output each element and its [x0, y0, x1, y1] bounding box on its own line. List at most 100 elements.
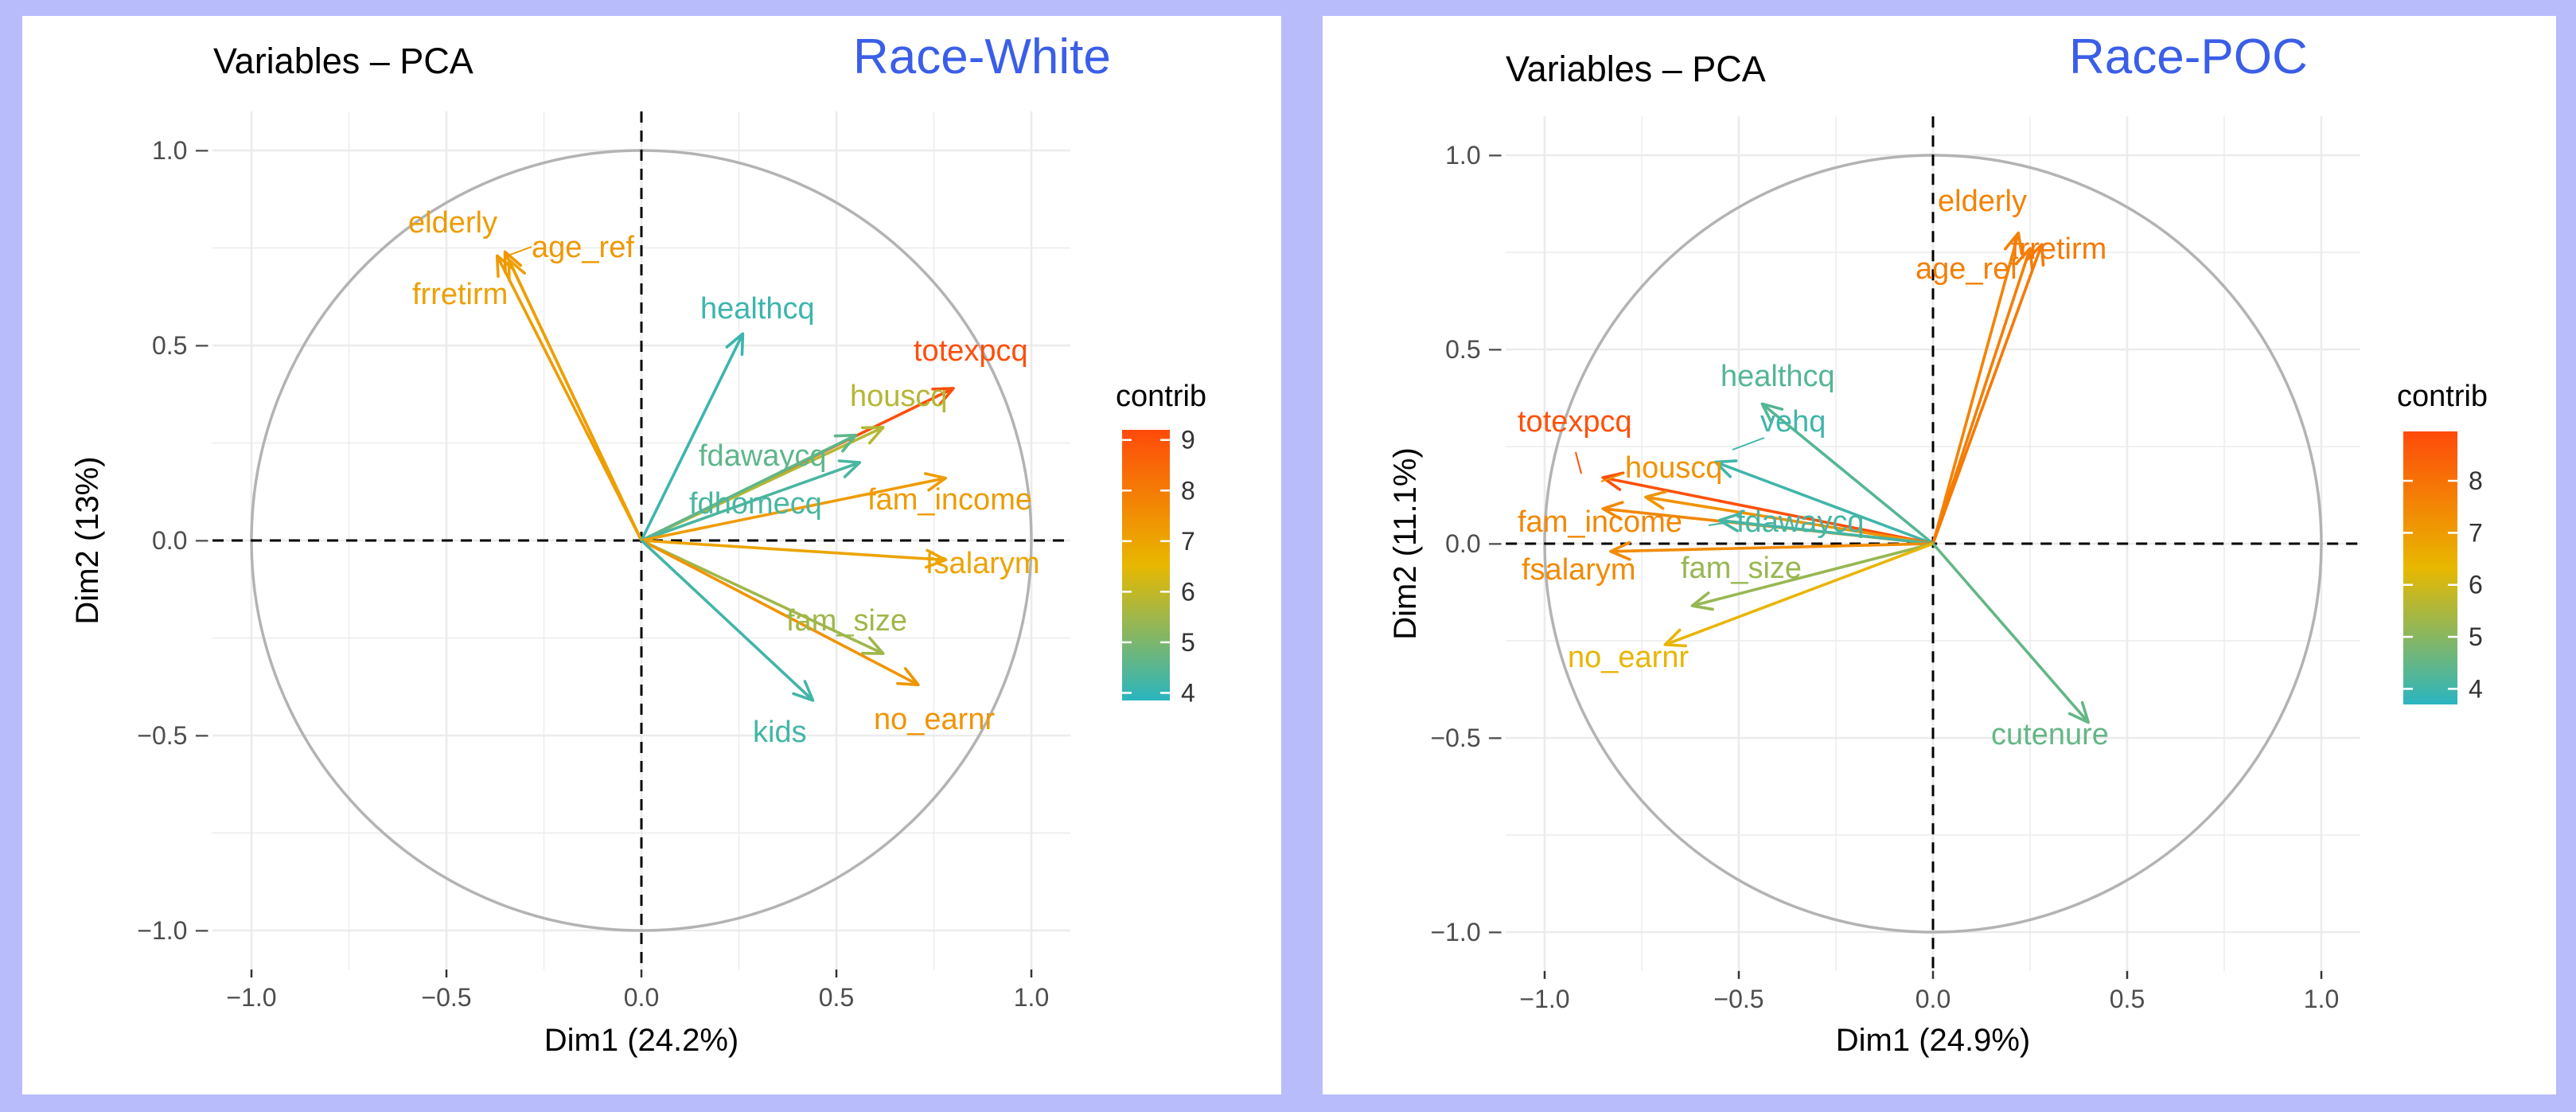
arrow-head-fam_income: [1601, 501, 1624, 521]
x-tick-label: −1.0: [226, 983, 276, 1012]
chart-title: Variables – PCA: [1506, 49, 1766, 89]
vector-label-fsalarym: fsalarym: [926, 547, 1040, 580]
y-tick-label: −1.0 −: [1430, 918, 1502, 946]
vector-label-healthcq: healthcq: [1721, 360, 1835, 393]
vector-label-age_ref: age_ref: [532, 231, 634, 264]
vector-arrows: [1601, 231, 2091, 724]
legend-colorbar: [2403, 431, 2457, 704]
y-tick-label: 0.5 −: [152, 331, 209, 360]
x-tick-label: 0.0: [1915, 985, 1951, 1013]
pca-panel-poc: −1.0 −0.5 0.0 0.5 1.0 1.0 − 0.5 − 0.0 − −0.5 − −1…: [1323, 16, 2556, 1094]
arrow-head-cutenure: [2067, 700, 2091, 724]
vector-arrow-no_earnr: [1664, 542, 1934, 646]
vector-arrow-healthcq: [1761, 402, 1935, 545]
vector-arrow-fam_size: [1691, 542, 1934, 607]
vector-arrow-fam_size: [641, 539, 884, 655]
x-axis-title: Dim1 (24.9%): [1836, 1023, 2031, 1058]
x-tick-label: −0.5: [421, 983, 471, 1012]
label-leader-houscq: [1600, 473, 1624, 482]
legend-colorbar: [1122, 430, 1170, 700]
vector-arrow-frretirm: [507, 259, 643, 541]
arrow-head-houscq: [861, 426, 885, 445]
vector-arrow-totexpcq: [1602, 476, 1934, 545]
legend-tick-label: 4: [1181, 678, 1195, 707]
legend-title: contrib: [1116, 380, 1206, 413]
vector-label-houscq: houscq: [1625, 451, 1723, 485]
vector-label-fdawaycq: fdawaycq: [699, 439, 827, 473]
vector-arrow-elderly: [1931, 232, 2021, 544]
vector-arrow-kids: [640, 539, 814, 702]
vector-arrow-elderly: [496, 255, 643, 541]
y-tick-label: 1.0 −: [1445, 141, 1502, 170]
label-leader-vehq: [1732, 437, 1765, 451]
y-axis-title: Dim2 (13%): [70, 456, 105, 624]
arrow-head-fsalarym: [925, 548, 947, 569]
arrow-head-healthcq: [1760, 402, 1784, 424]
race-label: Race-POC: [2069, 29, 2308, 84]
arrow-head-elderly: [2004, 231, 2024, 256]
y-tick-label: −0.5 −: [137, 721, 209, 750]
y-axis-title: Dim2 (11.1%): [1388, 447, 1423, 640]
legend-title: contrib: [2397, 380, 2488, 413]
pca-chart-poc: −1.0 −0.5 0.0 0.5 1.0 1.0 − 0.5 − 0.0 − −0.5 − −1…: [1388, 29, 2488, 1058]
legend-tick-label: 8: [2469, 466, 2483, 495]
vector-label-totexpcq: totexpcq: [914, 334, 1028, 368]
arrow-head-frretirm: [507, 258, 526, 282]
vector-label-elderly: elderly: [408, 206, 497, 240]
legend-tick-label: 4: [2469, 674, 2483, 703]
label-leader-fdawaycq: [1708, 521, 1736, 526]
arrow-head-fam_size: [861, 636, 885, 655]
vector-label-frretirm: frretirm: [2011, 232, 2106, 266]
vector-arrow-no_earnr: [641, 539, 919, 686]
vector-label-fdawaycq: fdawaycq: [1736, 505, 1865, 539]
vector-label-fam_size: fam_size: [1681, 552, 1802, 585]
vector-label-cutenure: cutenure: [1991, 718, 2109, 751]
arrow-head-kids: [792, 680, 815, 702]
arrow-head-vehq: [1713, 459, 1738, 478]
legend-tick-label: 6: [2469, 571, 2483, 599]
arrow-head-no_earnr: [896, 667, 920, 687]
race-label: Race-White: [853, 29, 1111, 84]
x-axis-title: Dim1 (24.2%): [544, 1023, 739, 1058]
x-tick-label: 1.0: [1014, 983, 1049, 1012]
arrow-head-no_earnr: [1663, 628, 1688, 648]
y-tick-label: 0.5 −: [1445, 335, 1502, 364]
arrow-head-fdawaycq: [833, 433, 858, 453]
legend-tick-label: 8: [1181, 476, 1195, 505]
y-tick-label: 0.0 −: [152, 526, 209, 555]
vector-label-kids: kids: [753, 716, 807, 749]
x-tick-label: 0.0: [624, 983, 659, 1012]
y-tick-label: −1.0 −: [137, 916, 209, 945]
vector-arrows: [495, 250, 955, 702]
vector-arrow-fsalarym: [1610, 542, 1934, 553]
vector-arrow-fsalarym: [641, 539, 946, 562]
x-tick-label: 1.0: [2304, 985, 2339, 1013]
vector-label-age_ref: age_ref: [1915, 252, 2018, 286]
arrow-head-fam_size: [1690, 591, 1714, 611]
vector-label-fam_income: fam_income: [1518, 505, 1682, 539]
legend-tick-label: 7: [1181, 527, 1195, 556]
vector-arrow-fdawaycq: [1719, 518, 1934, 545]
vector-label-fsalarym: fsalarym: [1522, 553, 1636, 587]
label-leader-age_ref: [503, 246, 532, 258]
y-tick-label: −0.5 −: [1430, 724, 1502, 752]
vector-arrow-frretirm: [1931, 244, 2044, 544]
arrow-head-fdawaycq: [1717, 512, 1741, 533]
vector-label-houscq: houscq: [850, 380, 948, 413]
label-leader-totexpcq: [1575, 451, 1582, 474]
arrow-head-totexpcq: [931, 387, 955, 406]
vector-label-fdhomecq: fdhomecq: [689, 487, 822, 521]
vector-arrow-fdhomecq: [641, 461, 861, 542]
vector-arrow-healthcq: [640, 333, 745, 541]
arrow-head-age_ref: [2014, 247, 2034, 271]
legend-tick-label: 7: [2469, 518, 2483, 547]
arrow-head-healthcq: [725, 332, 745, 357]
vector-arrow-fdawaycq: [641, 434, 857, 542]
vector-label-no_earnr: no_earnr: [1568, 641, 1689, 674]
vector-arrow-houscq: [1645, 495, 1934, 545]
arrow-head-totexpcq: [1601, 471, 1625, 491]
vector-label-totexpcq: totexpcq: [1518, 405, 1632, 439]
vector-arrow-fam_income: [641, 476, 946, 542]
y-tick-label: 1.0 −: [152, 136, 209, 165]
